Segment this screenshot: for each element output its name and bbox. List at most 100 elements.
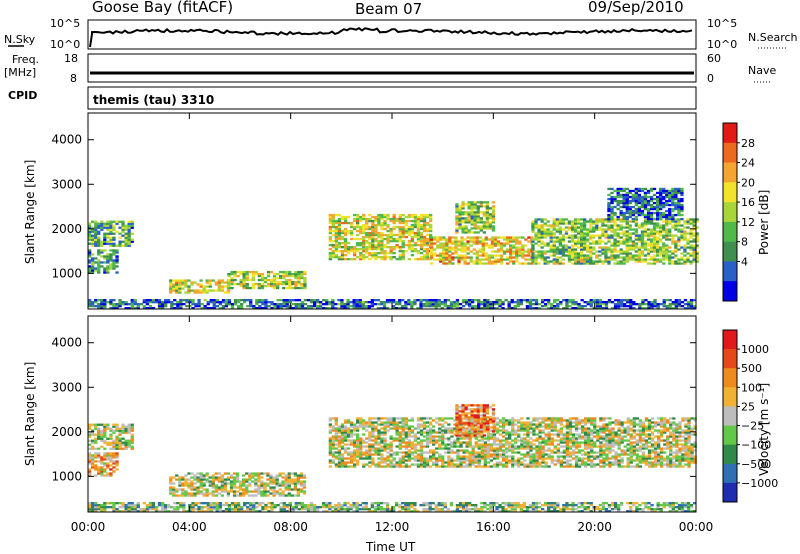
power-cell — [245, 282, 249, 286]
power-cell — [622, 199, 626, 203]
power-cell — [269, 270, 274, 274]
velocity-cell — [362, 433, 366, 436]
velocity-cell — [275, 482, 279, 485]
velocity-cell — [229, 486, 234, 489]
velocity-cell — [91, 445, 95, 448]
power-cell — [303, 278, 307, 282]
power-cell — [659, 246, 663, 249]
power-cell — [489, 303, 493, 306]
velocity-cell — [374, 421, 378, 424]
power-cell — [461, 201, 465, 204]
velocity-cell — [220, 474, 224, 477]
power-cell — [534, 250, 538, 253]
power-cell — [531, 303, 536, 306]
power-cell — [203, 307, 207, 310]
velocity-cell — [435, 459, 439, 462]
velocity-cell — [480, 465, 484, 468]
velocity-cell — [377, 461, 381, 464]
velocity-cell — [386, 455, 390, 458]
velocity-cell — [368, 439, 372, 442]
power-cell — [631, 189, 635, 193]
power-cell — [613, 250, 617, 253]
velocity-cell — [106, 464, 110, 467]
power-cell — [540, 218, 544, 221]
power-cell — [656, 211, 660, 215]
power-cell — [659, 258, 663, 261]
power-cell — [604, 224, 608, 227]
power-cell — [659, 228, 663, 231]
velocity-cell — [106, 452, 110, 455]
power-cell — [419, 225, 424, 229]
velocity-cell — [169, 482, 173, 485]
power-cell — [476, 217, 480, 220]
power-cell — [506, 262, 510, 265]
power-cell — [395, 303, 399, 306]
power-cell — [625, 246, 629, 249]
power-cell — [493, 240, 498, 243]
velocity-cell — [425, 441, 430, 444]
velocity-cell — [103, 454, 107, 457]
velocity-cell — [97, 447, 101, 450]
velocity-cell — [214, 478, 218, 481]
power-cell — [260, 272, 265, 276]
velocity-cell — [202, 476, 206, 479]
velocity-cell — [340, 461, 345, 464]
power-cell — [646, 222, 651, 225]
power-cell — [458, 205, 462, 208]
velocity-cell — [395, 439, 399, 442]
power-cell — [460, 242, 464, 245]
power-cell — [499, 236, 504, 239]
power-cell — [328, 227, 332, 231]
velocity-cell — [334, 421, 338, 424]
velocity-cell — [435, 447, 439, 450]
power-cell — [491, 221, 496, 224]
power-cell — [416, 233, 421, 237]
power-cell — [457, 244, 461, 247]
power-cell — [300, 274, 304, 278]
power-cell — [589, 224, 593, 227]
velocity-cell — [109, 429, 113, 432]
velocity-cell — [368, 461, 372, 464]
power-cell — [362, 237, 366, 241]
power-cell — [471, 301, 475, 304]
power-cell — [629, 299, 633, 302]
power-cell — [488, 207, 493, 210]
velocity-cell — [346, 461, 351, 464]
power-cell — [407, 213, 411, 217]
power-cell — [659, 217, 663, 221]
power-cell — [491, 211, 496, 214]
power-cell — [475, 240, 479, 243]
power-cell — [401, 240, 405, 243]
power-cell — [656, 307, 660, 310]
power-cell — [349, 258, 354, 261]
power-cell — [445, 248, 449, 251]
power-cell — [276, 280, 280, 284]
power-cell — [334, 221, 338, 225]
power-cell — [266, 284, 271, 288]
power-cell — [380, 250, 384, 253]
velocity-cell — [284, 488, 288, 491]
power-cell — [647, 305, 651, 308]
power-cell — [179, 307, 183, 310]
power-cell — [467, 201, 471, 204]
power-cell — [487, 238, 492, 241]
power-cell — [288, 301, 292, 304]
velocity-cell — [450, 457, 454, 460]
power-cell — [692, 250, 696, 253]
power-cell — [88, 301, 92, 304]
power-cell — [483, 307, 487, 310]
power-cell — [598, 238, 602, 241]
power-cell — [352, 307, 356, 310]
velocity-cell — [413, 427, 418, 430]
power-cell — [662, 256, 666, 259]
velocity-cell — [220, 476, 224, 479]
power-cell — [148, 305, 153, 308]
velocity-cell — [106, 425, 110, 428]
velocity-cell — [184, 482, 188, 485]
nsearch-label: N.Search — [748, 31, 798, 44]
velocity-cell — [97, 466, 101, 469]
power-cell — [291, 280, 295, 284]
power-cell — [580, 305, 584, 308]
power-cell — [425, 254, 430, 257]
power-cell — [640, 252, 645, 255]
